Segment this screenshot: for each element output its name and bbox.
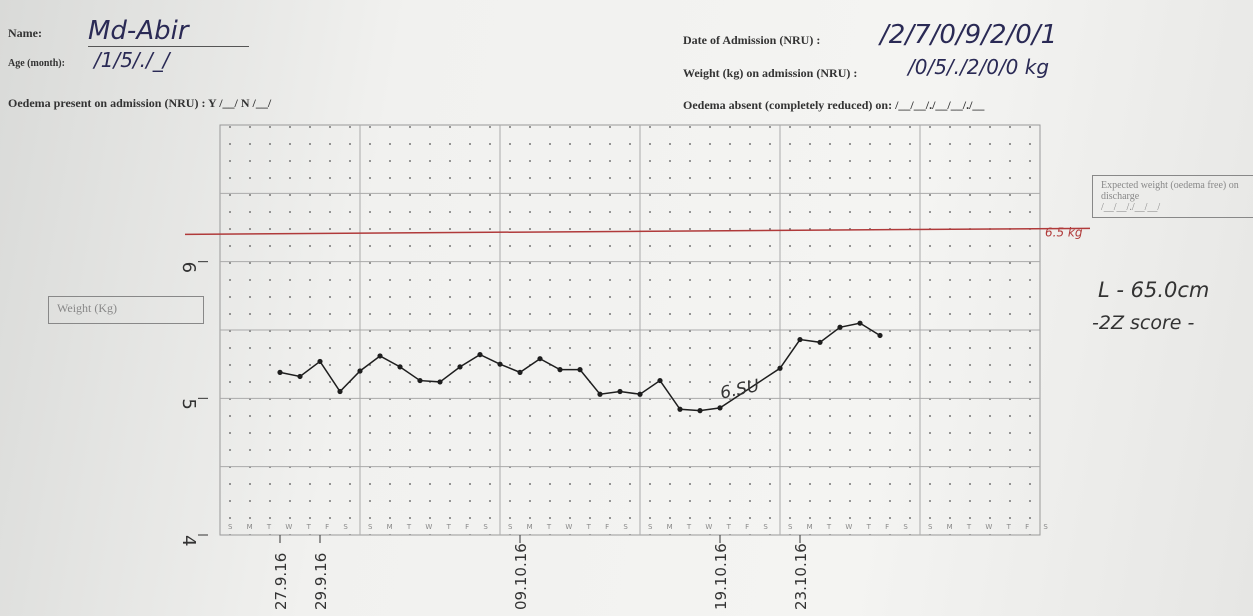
x-tick-label: 09.10.16 (512, 543, 530, 610)
weight-point (277, 370, 282, 375)
weight-point (537, 356, 542, 361)
weekday-row: S M T W T F S (928, 523, 1054, 531)
form-page: Name: Md-Abir Age (month): /1/5/./_/ Oed… (0, 0, 1253, 616)
weight-point (617, 389, 622, 394)
weight-point (597, 392, 602, 397)
weekday-row: S M T W T F S (508, 523, 634, 531)
weight-point (657, 378, 662, 383)
weight-point (437, 379, 442, 384)
weight-point (777, 366, 782, 371)
weight-point (857, 321, 862, 326)
weight-point (317, 359, 322, 364)
weight-point (557, 367, 562, 372)
weight-point (477, 352, 482, 357)
x-tick-label: 23.10.16 (792, 543, 810, 610)
weekday-row: S M T W T F S (648, 523, 774, 531)
y-tick-label: 5 (178, 398, 199, 409)
weight-point (517, 370, 522, 375)
weight-point (457, 364, 462, 369)
weight-point (357, 368, 362, 373)
x-tick-label: 29.9.16 (312, 553, 330, 610)
weight-point (797, 337, 802, 342)
weight-point (637, 392, 642, 397)
weight-point (297, 374, 302, 379)
weekday-row: S M T W T F S (788, 523, 914, 531)
weight-point (577, 367, 582, 372)
y-tick-label: 6 (178, 262, 199, 273)
weight-point (717, 405, 722, 410)
weight-chart: S M T W T F SS M T W T F SS M T W T F SS… (0, 0, 1253, 616)
y-tick-label: 4 (178, 535, 199, 546)
weight-point (377, 353, 382, 358)
weight-point (417, 378, 422, 383)
weight-point (877, 333, 882, 338)
weight-point (837, 325, 842, 330)
x-tick-label: 27.9.16 (272, 553, 290, 610)
weight-point (677, 407, 682, 412)
weekday-row: S M T W T F S (368, 523, 494, 531)
reference-label: 6.5 kg (1045, 225, 1083, 239)
weight-point (697, 408, 702, 413)
weight-point (337, 389, 342, 394)
weekday-row: S M T W T F S (228, 523, 354, 531)
weight-point (397, 364, 402, 369)
x-tick-label: 19.10.16 (712, 543, 730, 610)
weight-point (817, 340, 822, 345)
weight-point (497, 362, 502, 367)
